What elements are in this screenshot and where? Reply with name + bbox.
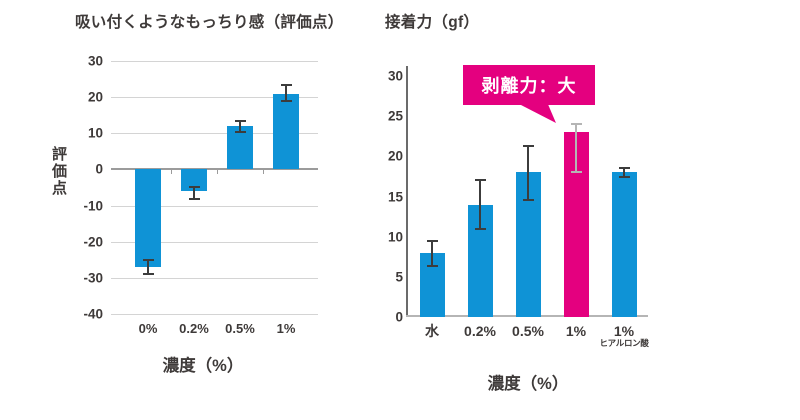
y-tick-label: 5 bbox=[395, 269, 403, 285]
error-bar bbox=[479, 180, 481, 229]
x-tick-label: 0.5% bbox=[512, 323, 544, 339]
bar bbox=[227, 126, 253, 170]
error-bar-cap bbox=[522, 144, 534, 147]
chart-mochi-feeling: 吸い付くようなもっちり感（評価点） 評価点 30 20 10 0 -10 -20 -30 -4… bbox=[20, 0, 360, 420]
gridline bbox=[111, 314, 318, 315]
error-bar-cap bbox=[234, 131, 246, 134]
x-tick-label: 水 bbox=[425, 323, 439, 339]
error-bar-cap bbox=[618, 166, 630, 169]
error-bar bbox=[527, 145, 529, 200]
y-tick-label: 0 bbox=[95, 161, 103, 177]
x-tick-label: 1% ヒアルロン酸 bbox=[599, 323, 649, 349]
error-bar-cap bbox=[142, 258, 154, 261]
y-tick-label: 10 bbox=[87, 125, 103, 141]
error-bar bbox=[193, 186, 195, 200]
error-bar-cap bbox=[188, 185, 200, 188]
bar bbox=[611, 172, 637, 317]
x-tick-sublabel: ヒアルロン酸 bbox=[599, 338, 649, 349]
error-bar-cap bbox=[570, 123, 582, 126]
y-tick-label: 20 bbox=[87, 89, 103, 105]
error-bar bbox=[147, 259, 149, 275]
y-tick-label: 30 bbox=[87, 53, 103, 69]
error-bar-cap bbox=[234, 119, 246, 122]
error-bar-cap bbox=[280, 99, 292, 102]
error-bar-cap bbox=[142, 273, 154, 276]
y-tick-label: 30 bbox=[387, 68, 403, 84]
y-tick-label: -10 bbox=[83, 197, 103, 213]
error-bar-cap bbox=[280, 84, 292, 87]
chart-title: 接着力（gf） bbox=[385, 14, 480, 31]
y-tick-label: -40 bbox=[83, 306, 103, 322]
y-tick-label: 20 bbox=[387, 148, 403, 164]
x-tick-label: 0.5% bbox=[225, 321, 255, 336]
error-bar-cap bbox=[474, 179, 486, 182]
y-tick-label: 10 bbox=[387, 228, 403, 244]
x-tick-label: 1% bbox=[276, 321, 296, 336]
error-bar bbox=[239, 120, 241, 133]
error-bar-cap bbox=[570, 171, 582, 174]
y-tick-label: 0 bbox=[395, 309, 403, 325]
axis-tick bbox=[217, 169, 218, 175]
plot-area: 30 25 20 15 10 5 0 水 0.2% 0.5% 1% 1% ヒアルロン酸 bbox=[388, 66, 649, 348]
error-bar-cap bbox=[618, 176, 630, 179]
x-tick-label: 0% bbox=[138, 321, 158, 336]
plot-area: 30 20 10 0 -10 -20 -30 -40 0% 0.2% 0.5% 1% bbox=[83, 54, 318, 336]
y-tick-label: -30 bbox=[83, 270, 103, 286]
gridline bbox=[111, 133, 318, 135]
error-bar-cap bbox=[188, 198, 200, 201]
gridline bbox=[111, 205, 318, 207]
bar bbox=[181, 169, 207, 192]
x-tick-label: 1% bbox=[565, 323, 587, 339]
annotation-text: 剥離力：大 bbox=[481, 76, 577, 96]
gridline bbox=[111, 97, 318, 99]
chart-title: 吸い付くようなもっちり感（評価点） bbox=[75, 14, 344, 31]
error-bar bbox=[623, 167, 625, 178]
chart-adhesion: 接着力（gf） 30 25 20 15 10 5 0 水 0.2% 0.5% 1% 1% ヒアルロン酸 … bbox=[370, 0, 800, 420]
error-bar bbox=[431, 240, 433, 267]
gridline bbox=[111, 241, 318, 243]
y-axis-title: 評価点 bbox=[50, 146, 67, 197]
error-bar-cap bbox=[426, 265, 438, 268]
y-axis-line bbox=[406, 66, 408, 317]
x-axis-title: 濃度（%） bbox=[162, 357, 244, 375]
gridline bbox=[111, 277, 318, 279]
axis-tick bbox=[171, 169, 172, 175]
error-bar bbox=[575, 124, 577, 173]
error-bar-cap bbox=[426, 239, 438, 242]
gridline bbox=[111, 61, 318, 62]
zero-line bbox=[111, 168, 318, 171]
annotation-callout: 剥離力：大 bbox=[463, 65, 595, 123]
y-tick-label: 15 bbox=[387, 188, 403, 204]
error-bar-cap bbox=[474, 227, 486, 230]
x-axis-title: 濃度（%） bbox=[487, 375, 569, 393]
x-tick-label: 0.2% bbox=[464, 323, 496, 339]
error-bar-cap bbox=[522, 198, 534, 201]
y-tick-label: -20 bbox=[83, 233, 103, 249]
y-tick-label: 25 bbox=[387, 108, 403, 124]
axis-tick bbox=[263, 169, 264, 175]
error-bar bbox=[285, 85, 287, 101]
x-tick-label: 0.2% bbox=[179, 321, 209, 336]
bar bbox=[135, 169, 161, 267]
bar bbox=[273, 93, 299, 170]
